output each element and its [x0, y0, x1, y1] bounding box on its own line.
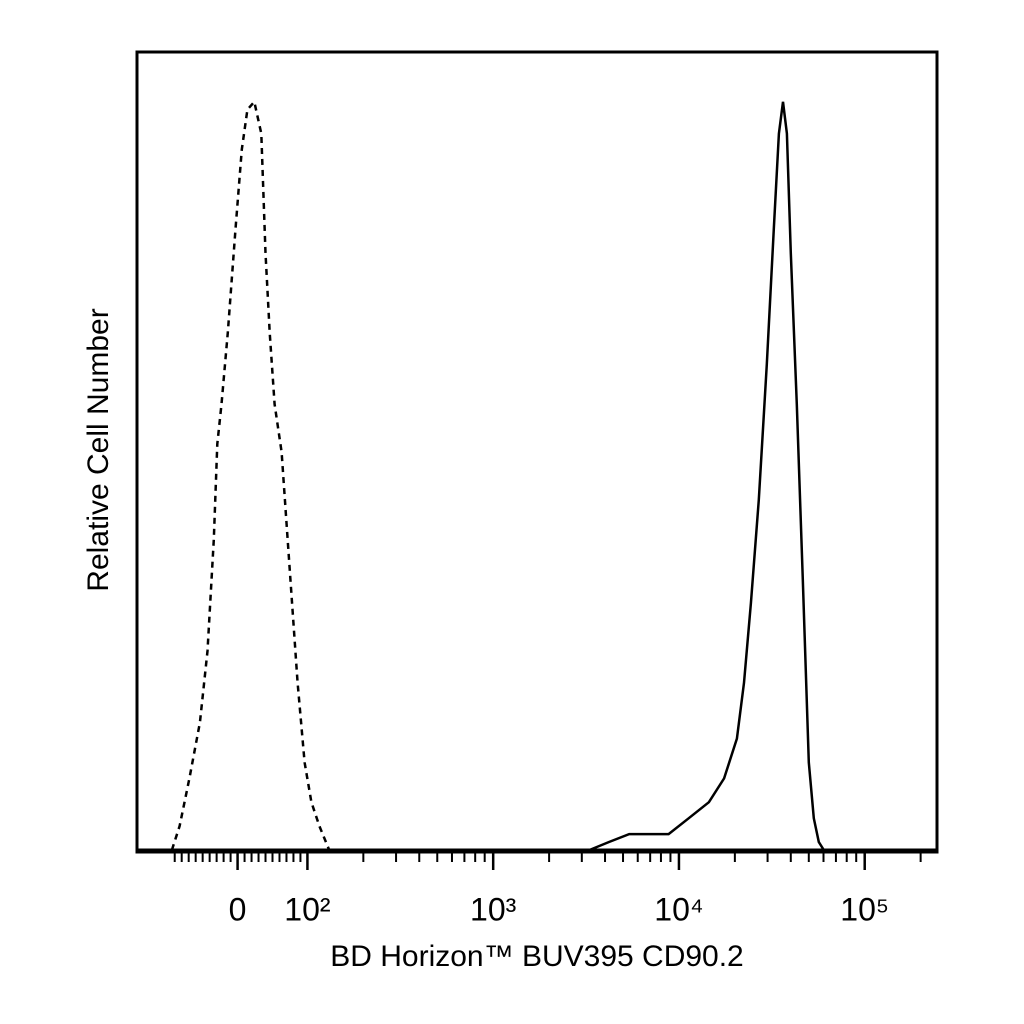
y-axis-label: Relative Cell Number	[82, 308, 115, 591]
x-axis-label: BD Horizon™ BUV395 CD90.2	[330, 940, 744, 973]
x-tick-label: 10⁴	[654, 891, 703, 927]
x-tick-label: 10⁵	[840, 891, 889, 927]
x-tick-label: 10³	[470, 891, 517, 927]
x-tick-label: 10²	[284, 891, 331, 927]
histogram-line	[589, 101, 825, 852]
x-tick-label: 0	[229, 891, 247, 927]
plot-frame	[135, 50, 939, 854]
histogram-line	[170, 99, 331, 851]
